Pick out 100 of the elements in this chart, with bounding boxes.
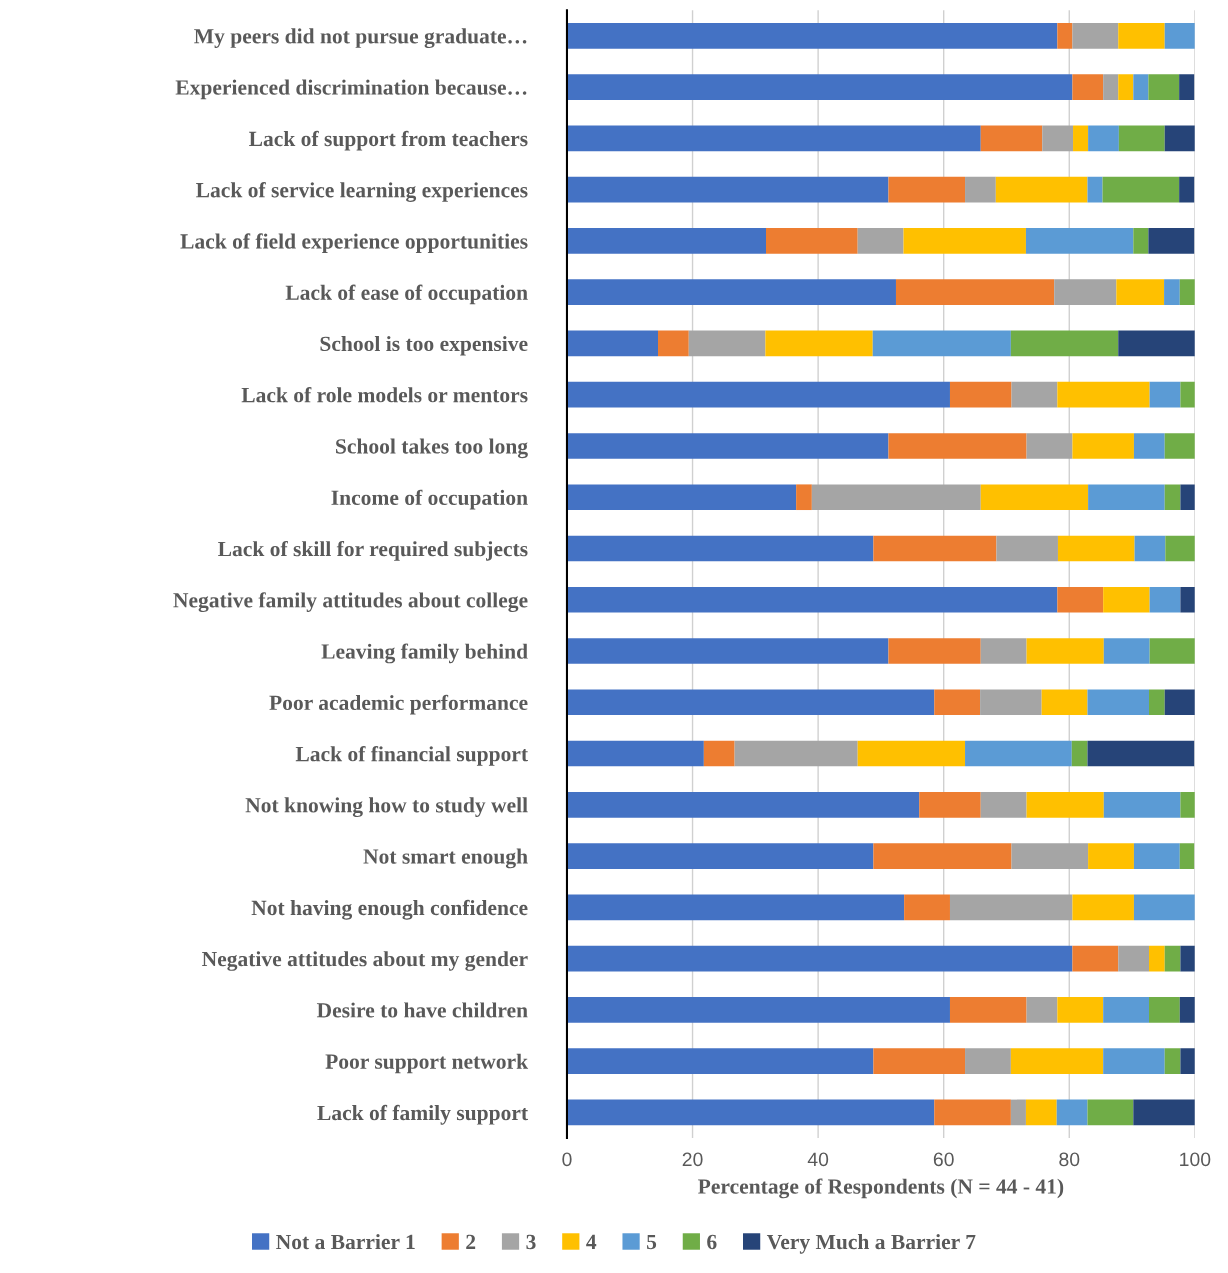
bar	[1164, 484, 1181, 511]
bar	[566, 381, 950, 408]
bar	[1180, 484, 1195, 511]
x-tick-label: 80	[1059, 1152, 1080, 1167]
bar	[1164, 945, 1181, 972]
x-tick-label: 0	[562, 1152, 572, 1167]
bar	[796, 484, 812, 511]
bar	[1011, 843, 1089, 869]
y-tick-label: School is too expensive	[320, 335, 528, 356]
bar	[1072, 23, 1119, 49]
bar	[566, 945, 1073, 972]
y-tick-label: Negative attitudes about my gender	[202, 951, 528, 971]
bar	[566, 484, 797, 511]
bar	[566, 535, 874, 562]
bar	[1164, 279, 1180, 305]
bar	[566, 330, 659, 357]
bar	[934, 689, 981, 716]
bar	[1179, 279, 1195, 305]
bar	[980, 484, 1089, 511]
bar	[1133, 228, 1149, 254]
bar	[566, 689, 935, 716]
bar	[1149, 586, 1181, 613]
bar	[1118, 23, 1165, 49]
y-tick-label: Not knowing how to study well	[245, 797, 528, 818]
bar	[980, 689, 1042, 716]
bar	[888, 638, 981, 664]
bar	[949, 894, 1073, 921]
legend-label: 4	[586, 1234, 597, 1249]
y-tick-label: Lack of financial support	[295, 745, 528, 766]
legend-label: Not a Barrier 1	[276, 1234, 415, 1250]
bar	[1057, 381, 1150, 408]
bar	[566, 1048, 874, 1074]
y-tick-label: Lack of field experience opportunities	[180, 233, 528, 254]
bar	[1118, 125, 1165, 152]
bar	[1148, 228, 1195, 254]
legend-label: Very Much a Barrier 7	[766, 1234, 976, 1254]
bar	[1180, 1048, 1195, 1074]
bar	[1103, 638, 1150, 664]
y-tick-label: Experienced discrimination because…	[175, 79, 527, 100]
bar	[1133, 894, 1195, 921]
bar	[1041, 689, 1088, 716]
bar	[996, 535, 1058, 562]
bar	[1010, 1099, 1026, 1126]
y-tick-label: Lack of ease of occupation	[285, 284, 528, 305]
bar	[1026, 638, 1104, 664]
y-tick-label: Lack of role models or mentors	[241, 387, 528, 403]
legend-label: 6	[707, 1234, 717, 1250]
bar	[1042, 125, 1074, 152]
bar	[888, 176, 966, 203]
bar	[1010, 1048, 1104, 1074]
x-tick-label: 60	[933, 1152, 954, 1167]
bar	[1057, 586, 1104, 613]
bar	[566, 843, 874, 869]
bar	[1164, 23, 1195, 49]
bar	[1134, 535, 1166, 562]
bar	[566, 279, 896, 305]
bar	[1072, 433, 1134, 459]
y-tick-label: Poor academic performance	[269, 694, 528, 715]
bar	[1087, 689, 1150, 716]
y-tick-label: Not smart enough	[363, 848, 528, 869]
legend-label: 2	[466, 1234, 476, 1249]
bar	[1118, 74, 1134, 100]
bar	[965, 740, 1072, 767]
bar	[1180, 381, 1195, 408]
bar	[765, 330, 873, 357]
bar	[1103, 1048, 1165, 1074]
bar	[566, 740, 704, 767]
bar	[1103, 792, 1181, 818]
bar	[1118, 945, 1150, 972]
bar	[1103, 74, 1119, 100]
bar	[566, 23, 1058, 49]
bar	[872, 330, 1011, 357]
x-tick-label: 100	[1180, 1152, 1211, 1167]
y-tick-label: Negative family attitudes about college	[173, 592, 528, 613]
bar	[566, 792, 920, 818]
bar	[566, 997, 950, 1023]
bar	[1087, 740, 1195, 767]
bar	[566, 638, 889, 664]
bar	[658, 330, 689, 357]
x-tick-label: 20	[682, 1152, 703, 1167]
bar	[1149, 638, 1195, 664]
y-tick-label: Leaving family behind	[321, 643, 528, 664]
x-tick-label: 40	[807, 1152, 829, 1167]
bar	[1011, 381, 1058, 408]
bar	[1072, 74, 1104, 100]
bar	[1133, 1099, 1195, 1126]
bar	[934, 1099, 1011, 1126]
bar	[811, 484, 981, 511]
bar	[688, 330, 766, 357]
y-tick-label: Lack of family support	[317, 1104, 528, 1125]
bar	[566, 176, 889, 203]
bar	[1072, 945, 1119, 972]
bar	[1118, 330, 1195, 357]
bar	[1180, 945, 1195, 972]
bar	[1149, 945, 1165, 972]
bar	[566, 586, 1058, 613]
y-tick-label: Lack of support from teachers	[249, 130, 528, 151]
bar	[1180, 792, 1195, 818]
bar	[995, 176, 1088, 203]
bar	[1133, 74, 1149, 100]
